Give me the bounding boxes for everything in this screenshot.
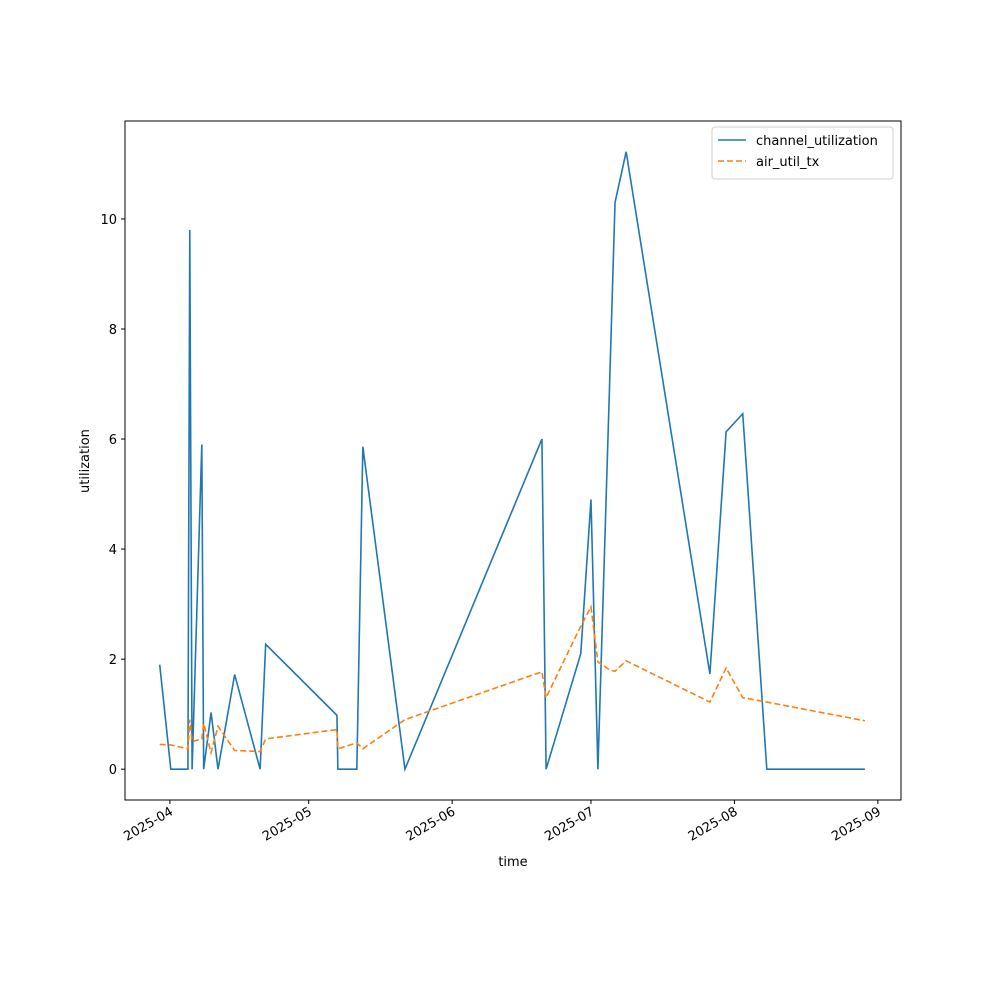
x-tick-label: 2025-05 [260, 804, 315, 844]
y-tick-label: 2 [109, 653, 117, 668]
legend-box [711, 126, 894, 180]
x-tick-label: 2025-07 [542, 804, 597, 844]
y-tick-label: 4 [109, 543, 117, 558]
x-tick-label: 2025-06 [404, 804, 459, 844]
legend-label: channel_utilization [756, 134, 878, 149]
plot-frame [124, 120, 902, 801]
y-axis-label: utilization [78, 429, 93, 493]
x-tick-label: 2025-04 [121, 804, 176, 844]
x-tick-label: 2025-08 [686, 804, 741, 844]
series-line [158, 151, 865, 773]
y-tick-label: 8 [109, 323, 117, 338]
x-axis-label: time [498, 855, 527, 870]
series-line [159, 604, 866, 756]
legend-label: air_util_tx [756, 155, 820, 170]
y-tick-label: 0 [109, 763, 117, 778]
y-tick-label: 6 [109, 433, 117, 448]
x-tick-label: 2025-09 [829, 804, 884, 844]
y-tick-label: 10 [100, 213, 117, 228]
